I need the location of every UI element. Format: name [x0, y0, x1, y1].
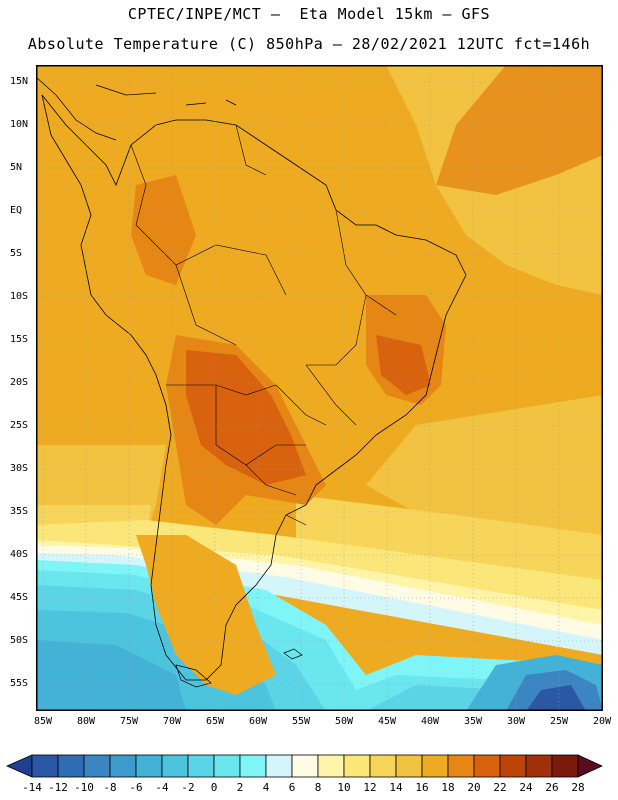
lat-label: 35S: [10, 506, 29, 517]
colorbar-label: 16: [415, 781, 429, 794]
colorbar-label: -12: [48, 781, 68, 794]
lat-label: 40S: [10, 549, 29, 560]
tierra-del-fuego: [175, 664, 212, 688]
lat-label: 20S: [10, 377, 29, 388]
map-gridlines: [36, 65, 603, 711]
lon-label: 80W: [76, 716, 96, 727]
colorbar-segment: [83, 754, 111, 778]
colorbar-label: -10: [74, 781, 94, 794]
colorbar-segment: [421, 754, 449, 778]
colorbar-arrow-high: [577, 754, 603, 778]
colorbar-label: -8: [103, 781, 117, 794]
colorbar-segment: [109, 754, 137, 778]
colorbar-segment: [291, 754, 319, 778]
colorbar-label: -4: [155, 781, 169, 794]
country-borders: [130, 124, 397, 526]
lon-label: 40W: [420, 716, 440, 727]
colorbar-label: 2: [236, 781, 244, 794]
temperature-colorbar: [6, 754, 603, 778]
colorbar-segment: [135, 754, 163, 778]
field-minus-4-west: [36, 640, 186, 711]
lon-label: 45W: [377, 716, 397, 727]
lat-label: 5S: [10, 248, 23, 259]
colorbar-label: 10: [337, 781, 351, 794]
field-22-ne-brazil: [376, 335, 431, 395]
lon-label: 65W: [205, 716, 225, 727]
colorbar-segment: [551, 754, 579, 778]
colorbar-label: 22: [493, 781, 507, 794]
colorbar-label: 18: [441, 781, 455, 794]
field-minus-12: [526, 685, 586, 711]
colorbar-segment: [473, 754, 501, 778]
field-22-chaco: [186, 350, 306, 485]
colorbar-segment: [213, 754, 241, 778]
map-title-line-1: CPTEC/INPE/MCT – Eta Model 15km – GFS: [127, 5, 491, 23]
colorbar-label: 20: [467, 781, 481, 794]
lon-label: 55W: [291, 716, 311, 727]
colorbar-label: 28: [571, 781, 585, 794]
colorbar-label: 4: [262, 781, 270, 794]
lat-label: 55S: [10, 678, 29, 689]
lon-label: 50W: [334, 716, 354, 727]
colorbar-segment: [187, 754, 215, 778]
lat-label: 15S: [10, 334, 29, 345]
central-america-outline: [36, 76, 237, 141]
colorbar-label: -2: [181, 781, 195, 794]
map-title-line-2: Absolute Temperature (C) 850hPa – 28/02/…: [27, 35, 591, 53]
lon-label: 60W: [248, 716, 268, 727]
colorbar-label: -6: [129, 781, 143, 794]
field-20-north-atlantic: [436, 65, 603, 195]
colorbar-segment: [395, 754, 423, 778]
temperature-map: [36, 65, 603, 711]
colorbar-label: 6: [288, 781, 296, 794]
colorbar-segment: [317, 754, 345, 778]
colorbar-segment: [525, 754, 553, 778]
lon-label: 70W: [162, 716, 182, 727]
colorbar-segment: [161, 754, 189, 778]
lat-label: 15N: [10, 76, 29, 87]
lon-label: 25W: [549, 716, 569, 727]
field-20-amazon: [131, 175, 196, 285]
colorbar-label: 0: [210, 781, 218, 794]
lat-label: 50S: [10, 635, 29, 646]
lat-label: 25S: [10, 420, 29, 431]
lon-label: 20W: [592, 716, 612, 727]
colorbar-segment: [343, 754, 371, 778]
colorbar-label: 26: [545, 781, 559, 794]
colorbar-label: 24: [519, 781, 533, 794]
colorbar-segment: [447, 754, 475, 778]
colorbar-segment: [369, 754, 397, 778]
colorbar-segment: [239, 754, 267, 778]
colorbar-label: 14: [389, 781, 403, 794]
south-america-outline: [41, 94, 467, 681]
lat-label: 10N: [10, 119, 29, 130]
colorbar-segment: [31, 754, 59, 778]
lon-label: 30W: [506, 716, 526, 727]
lon-label: 85W: [33, 716, 53, 727]
lat-label: 45S: [10, 592, 29, 603]
falkland-islands: [283, 648, 303, 660]
field-patagonia: [136, 535, 276, 695]
colorbar-segment: [499, 754, 527, 778]
colorbar-arrow-low: [6, 754, 33, 778]
colorbar-segment: [265, 754, 293, 778]
lat-label: 10S: [10, 291, 29, 302]
lon-label: 35W: [463, 716, 483, 727]
lon-label: 75W: [119, 716, 139, 727]
colorbar-label: -14: [22, 781, 42, 794]
colorbar-label: 8: [314, 781, 322, 794]
map-frame: [36, 65, 603, 711]
lat-label: 30S: [10, 463, 29, 474]
colorbar-segment: [57, 754, 85, 778]
lat-label: 5N: [10, 162, 23, 173]
colorbar-label: 12: [363, 781, 377, 794]
lat-label: EQ: [10, 205, 23, 216]
